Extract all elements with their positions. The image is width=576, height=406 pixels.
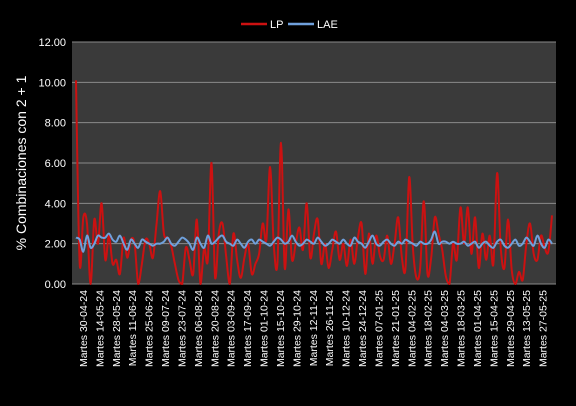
y-tick-label: 0.00: [45, 279, 66, 291]
x-tick-label: Martes 01-10-24: [259, 290, 271, 367]
x-tick-label: Martes 17-09-24: [242, 290, 254, 367]
legend-label-lp: LP: [270, 19, 283, 31]
x-tick-label: Martes 06-08-24: [193, 290, 205, 367]
y-tick-label: 8.00: [45, 118, 66, 130]
x-tick-label: Martes 07-01-25: [373, 290, 385, 367]
x-tick-label: Martes 13-05-25: [521, 290, 533, 367]
y-tick-label: 4.00: [45, 198, 66, 210]
y-axis-ticks: 0.00 2.00 4.00 6.00 8.00 10.00 12.00: [38, 37, 66, 291]
x-tick-label: Martes 15-10-24: [275, 290, 287, 367]
x-tick-label: Martes 14-05-24: [94, 290, 106, 367]
x-tick-label: Martes 26-11-24: [324, 290, 336, 366]
x-tick-label: Martes 04-02-25: [406, 290, 418, 367]
x-tick-label: Martes 24-12-24: [357, 290, 369, 367]
x-tick-label: Martes 27-05-25: [538, 290, 550, 367]
x-tick-label: Martes 12-11-24: [308, 290, 320, 366]
x-tick-label: Martes 28-05-24: [111, 290, 123, 367]
legend: LP LAE: [241, 19, 338, 31]
y-tick-label: 10.00: [38, 77, 66, 89]
y-tick-label: 12.00: [38, 37, 66, 49]
y-axis-title: % Combinaciones con 2 + 1: [13, 75, 29, 250]
x-tick-label: Martes 03-09-24: [226, 290, 238, 367]
x-tick-label: Martes 29-10-24: [291, 290, 303, 367]
x-tick-label: Martes 04-03-25: [439, 290, 451, 367]
x-tick-label: Martes 09-07-24: [160, 290, 172, 367]
x-tick-label: Martes 11-06-24: [127, 290, 139, 366]
x-tick-label: Martes 23-07-24: [177, 290, 189, 367]
x-tick-label: Martes 10-12-24: [341, 290, 353, 367]
x-tick-label: Martes 01-04-25: [472, 290, 484, 367]
series-line-lp: [75, 80, 553, 285]
x-tick-label: Martes 30-04-24: [78, 290, 90, 367]
series-lines: [75, 80, 553, 285]
x-tick-label: Martes 18-03-25: [456, 290, 468, 367]
x-tick-label: Martes 25-06-24: [144, 290, 156, 367]
gridlines: [72, 41, 556, 285]
x-tick-label: Martes 15-04-25: [488, 290, 500, 367]
series-line-lae: [75, 230, 553, 253]
x-tick-label: Martes 18-02-25: [423, 290, 435, 367]
x-axis-ticks: Martes 30-04-24 Martes 14-05-24 Martes 28-…: [78, 290, 550, 367]
x-tick-label: Martes 21-01-25: [390, 290, 402, 367]
y-tick-label: 6.00: [45, 158, 66, 170]
legend-label-lae: LAE: [317, 19, 338, 31]
y-tick-label: 2.00: [45, 239, 66, 251]
x-tick-label: Martes 20-08-24: [209, 290, 221, 367]
x-tick-label: Martes 29-04-25: [505, 290, 517, 367]
